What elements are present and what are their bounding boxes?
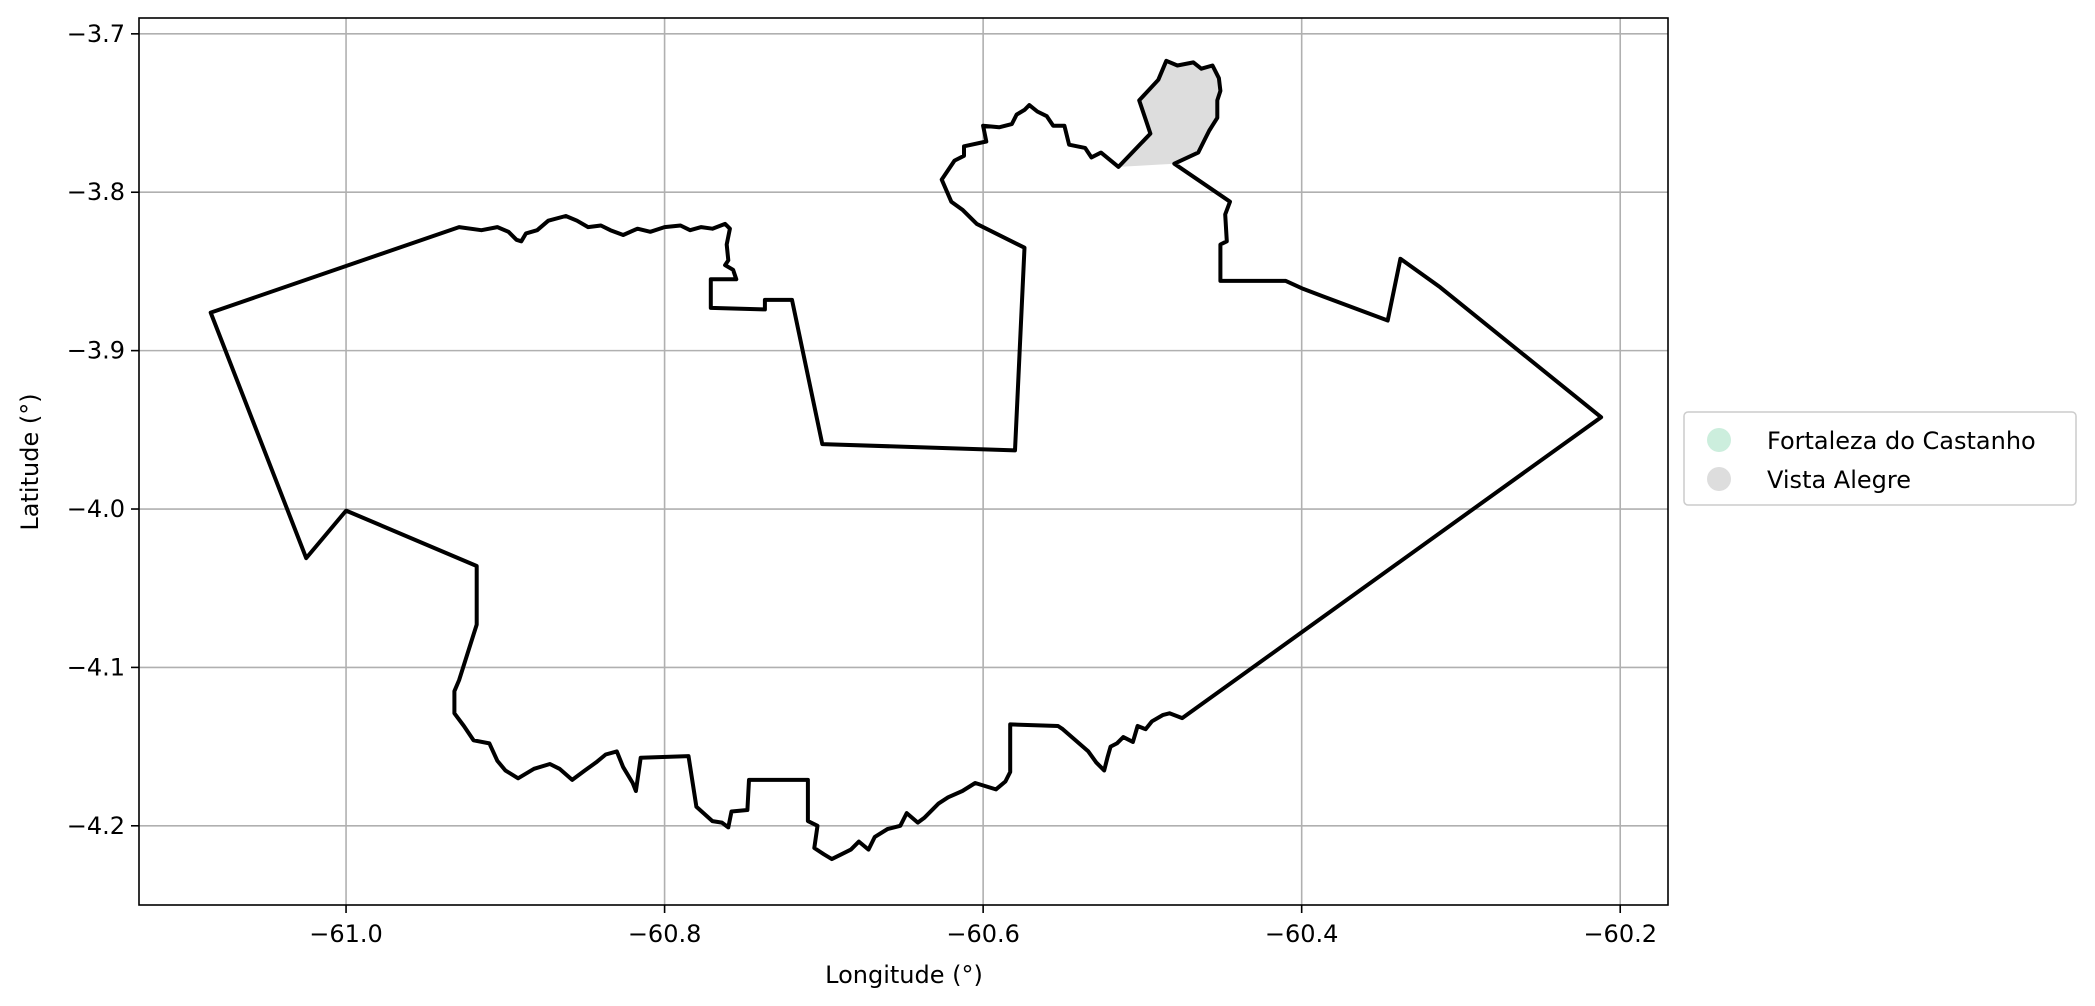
y-tick-label: −4.2 <box>67 812 125 840</box>
x-tick-label: −61.0 <box>309 920 383 948</box>
y-tick-label: −3.7 <box>67 20 125 48</box>
x-tick-label: −60.2 <box>1583 920 1657 948</box>
x-tick-label: −60.6 <box>946 920 1020 948</box>
legend-marker-fortaleza-do-castanho <box>1707 428 1731 452</box>
y-tick-label: −4.1 <box>67 653 125 681</box>
x-tick-label: −60.8 <box>628 920 702 948</box>
y-tick-label: −3.8 <box>67 178 125 206</box>
y-axis: −3.7 −3.8 −3.9 −4.0 −4.1 −4.2 <box>67 20 139 840</box>
legend: Fortaleza do Castanho Vista Alegre <box>1683 411 2077 506</box>
x-axis-title: Longitude (°) <box>825 961 983 989</box>
x-axis: −61.0 −60.8 −60.6 −60.4 −60.2 <box>309 905 1657 948</box>
legend-label-fortaleza-do-castanho: Fortaleza do Castanho <box>1767 427 2036 455</box>
legend-marker-vista-alegre <box>1707 467 1731 491</box>
y-tick-label: −3.9 <box>67 337 125 365</box>
x-tick-label: −60.4 <box>1265 920 1339 948</box>
grid-lines <box>139 18 1668 905</box>
legend-label-vista-alegre: Vista Alegre <box>1767 466 1911 494</box>
y-tick-label: −4.0 <box>67 495 125 523</box>
plot-frame <box>138 17 1669 906</box>
y-axis-title: Latitude (°) <box>16 393 44 530</box>
legend-frame <box>1683 411 2077 506</box>
region-boundary <box>208 58 1604 862</box>
map-layer <box>208 58 1604 862</box>
